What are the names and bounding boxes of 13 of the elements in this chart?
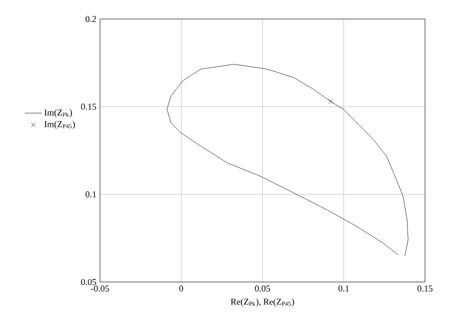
legend-label: Im(Z$_{P45}$): [44, 120, 75, 130]
x-tick-label: 0: [179, 286, 184, 292]
y-tick-label: 0.05: [81, 278, 96, 286]
x-tick-label: 0.1: [338, 286, 349, 292]
x-axis-title: Re(Z$_{Pk}$), Re(Z$_{P45}$): [230, 298, 294, 307]
legend-label: Im(Z$_{Pk}$): [44, 109, 72, 118]
x-tick-label: 0.15: [418, 286, 433, 292]
y-tick-label: 0.2: [86, 16, 96, 22]
x-tick-label: 0.05: [255, 286, 270, 292]
y-tick-label: 0.1: [86, 191, 96, 198]
x-tick-label: -0.05: [90, 286, 109, 292]
line-series: [166, 64, 408, 256]
y-tick-label: 0.15: [81, 104, 96, 110]
